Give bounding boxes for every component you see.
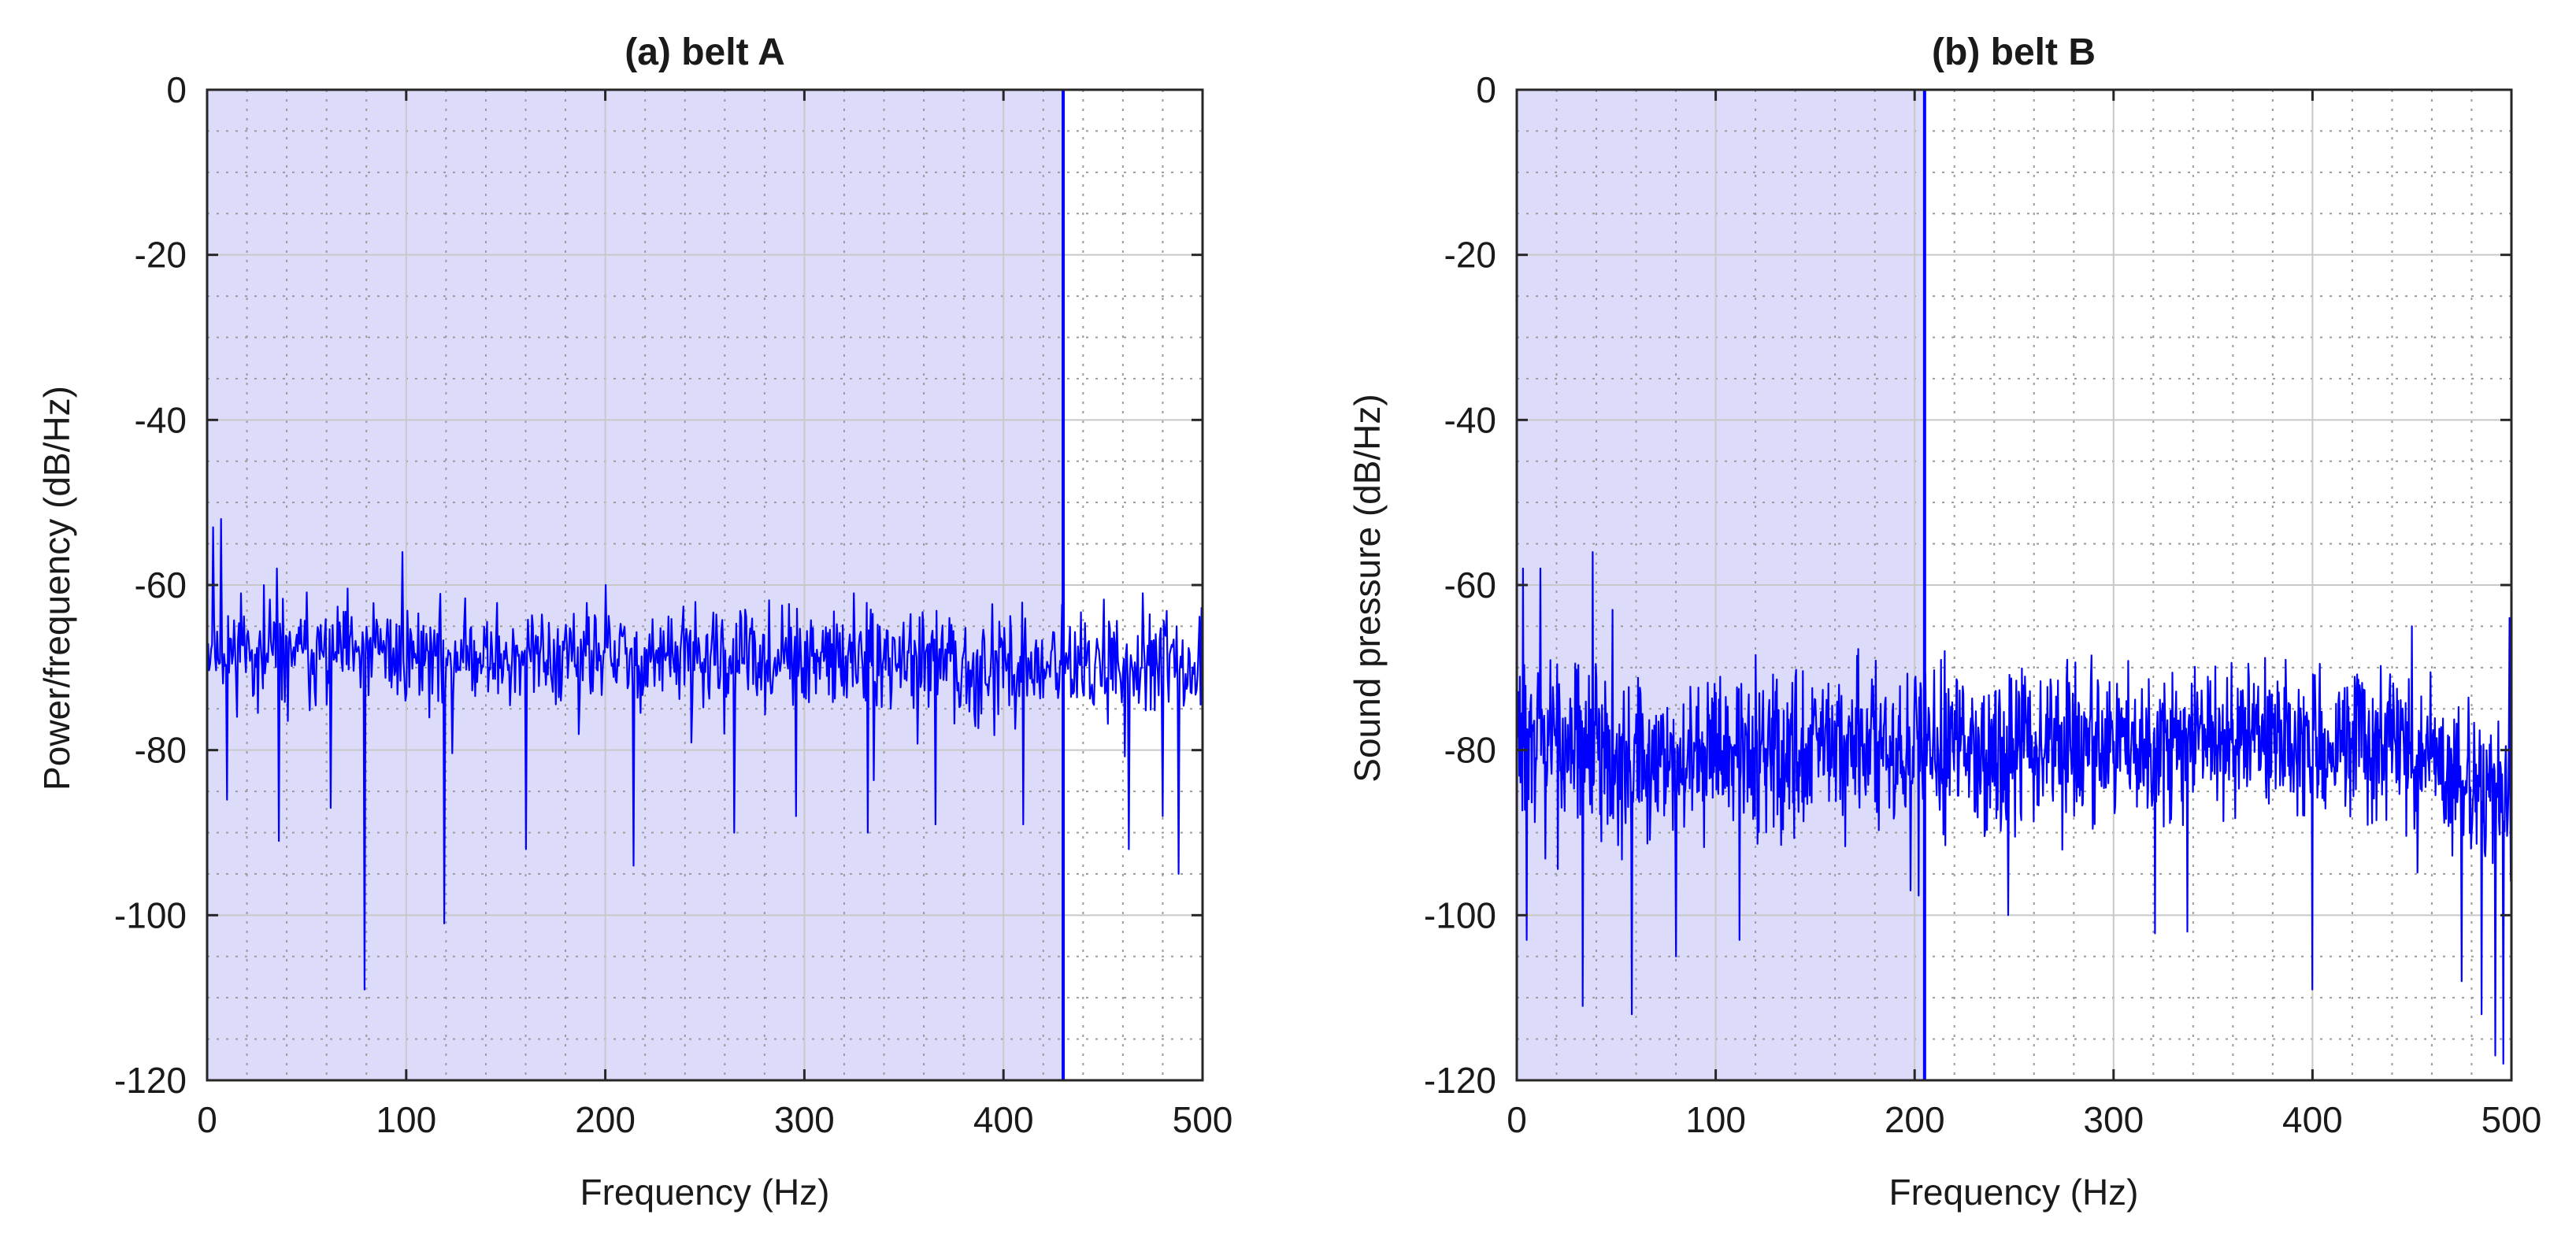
- chart-panel-belt-a: (a) belt A Frequency (Hz) Power/frequenc…: [36, 31, 1232, 1213]
- x-tick-label: 500: [1173, 1099, 1233, 1140]
- plot-area: [1515, 88, 2513, 1082]
- y-tick-label: -100: [1424, 894, 1496, 935]
- y-axis-label: Power/frequency (dB/Hz): [36, 386, 77, 791]
- y-axis-label: Sound pressure (dB/Hz): [1347, 394, 1388, 782]
- x-tick-label: 300: [2083, 1099, 2144, 1140]
- y-tick-label: 0: [1476, 69, 1496, 110]
- plot-area: [206, 88, 1204, 1082]
- y-tick-label: -40: [1444, 399, 1496, 440]
- chart-title: (b) belt B: [1932, 31, 2096, 73]
- chart-panel-belt-b: (b) belt B Frequency (Hz) Sound pressure…: [1347, 31, 2541, 1213]
- chart-title: (a) belt A: [625, 31, 785, 73]
- series-line: [206, 518, 1204, 991]
- tick-labels: 0 100 200 300 400 500 0 -20 -40 -60 -80 -100 -120: [1424, 69, 2541, 1140]
- series-line: [1515, 551, 2513, 1065]
- x-tick-label: 400: [973, 1099, 1034, 1140]
- x-tick-label: 200: [575, 1099, 636, 1140]
- x-tick-label: 400: [2282, 1099, 2343, 1140]
- x-tick-label: 200: [1885, 1099, 1945, 1140]
- x-tick-label: 100: [376, 1099, 436, 1140]
- y-tick-label: -120: [1424, 1060, 1496, 1101]
- y-tick-label: -60: [135, 565, 187, 605]
- tick-labels: 0 100 200 300 400 500 0 -20 -40 -60 -80 -100 -120: [114, 69, 1232, 1140]
- y-tick-label: -40: [135, 399, 187, 440]
- y-tick-label: -120: [114, 1060, 187, 1101]
- y-tick-label: -80: [135, 730, 187, 771]
- y-tick-label: -100: [114, 894, 187, 935]
- y-tick-label: -80: [1444, 730, 1496, 771]
- x-tick-label: 100: [1685, 1099, 1746, 1140]
- y-tick-label: -60: [1444, 565, 1496, 605]
- x-axis-label: Frequency (Hz): [580, 1172, 830, 1213]
- y-tick-label: -20: [135, 235, 187, 276]
- y-tick-label: 0: [166, 69, 187, 110]
- x-tick-label: 0: [1507, 1099, 1527, 1140]
- x-tick-label: 0: [197, 1099, 217, 1140]
- x-tick-label: 500: [2481, 1099, 2542, 1140]
- y-tick-label: -20: [1444, 235, 1496, 276]
- x-axis-label: Frequency (Hz): [1889, 1172, 2139, 1213]
- x-tick-label: 300: [774, 1099, 835, 1140]
